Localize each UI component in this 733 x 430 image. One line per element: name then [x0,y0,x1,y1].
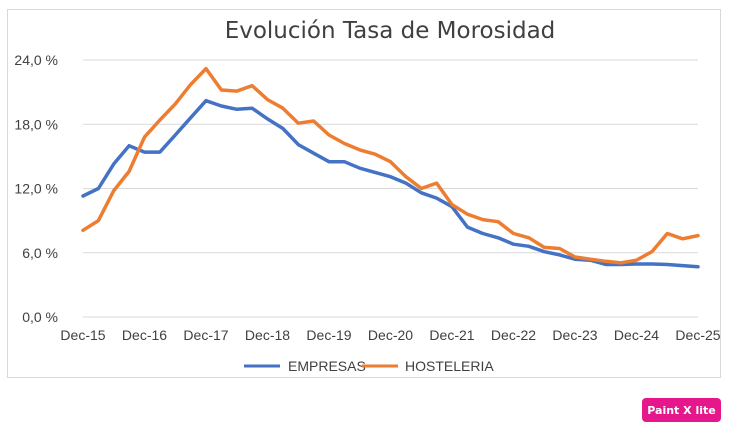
y-tick-label: 18,0 % [14,116,58,132]
x-tick-label: Dec-15 [60,327,105,343]
x-tick-label: Dec-16 [122,327,167,343]
series-line-hosteleria [81,66,700,265]
x-tick-label: Dec-21 [429,327,474,343]
series-line-empresas [81,98,700,269]
x-tick-label: Dec-17 [183,327,228,343]
series-lines [81,66,700,269]
x-tick-label: Dec-24 [614,327,659,343]
y-axis-ticks: 0,0 % 6,0 % 12,0 % 18,0 % 24,0 % [14,52,58,325]
x-axis-ticks: Dec-15 Dec-16 Dec-17 Dec-18 Dec-19 Dec-20 Dec-… [60,327,720,343]
x-tick-label: Dec-20 [368,327,413,343]
paint-x-lite-badge: Paint X lite [642,398,721,422]
y-tick-label: 12,0 % [14,181,58,197]
x-tick-label: Dec-23 [552,327,597,343]
y-tick-label: 0,0 % [22,309,58,325]
chart-title: Evolución Tasa de Morosidad [225,18,556,44]
gridlines [83,59,698,318]
x-tick-label: Dec-25 [675,327,720,343]
y-tick-label: 6,0 % [22,245,58,261]
legend-label-empresas: EMPRESAS [288,358,366,374]
x-tick-label: Dec-22 [491,327,536,343]
x-tick-label: Dec-19 [306,327,351,343]
legend-label-hosteleria: HOSTELERIA [405,358,494,374]
y-tick-label: 24,0 % [14,52,58,68]
legend: EMPRESAS HOSTELERIA [244,358,494,374]
x-tick-label: Dec-18 [245,327,290,343]
